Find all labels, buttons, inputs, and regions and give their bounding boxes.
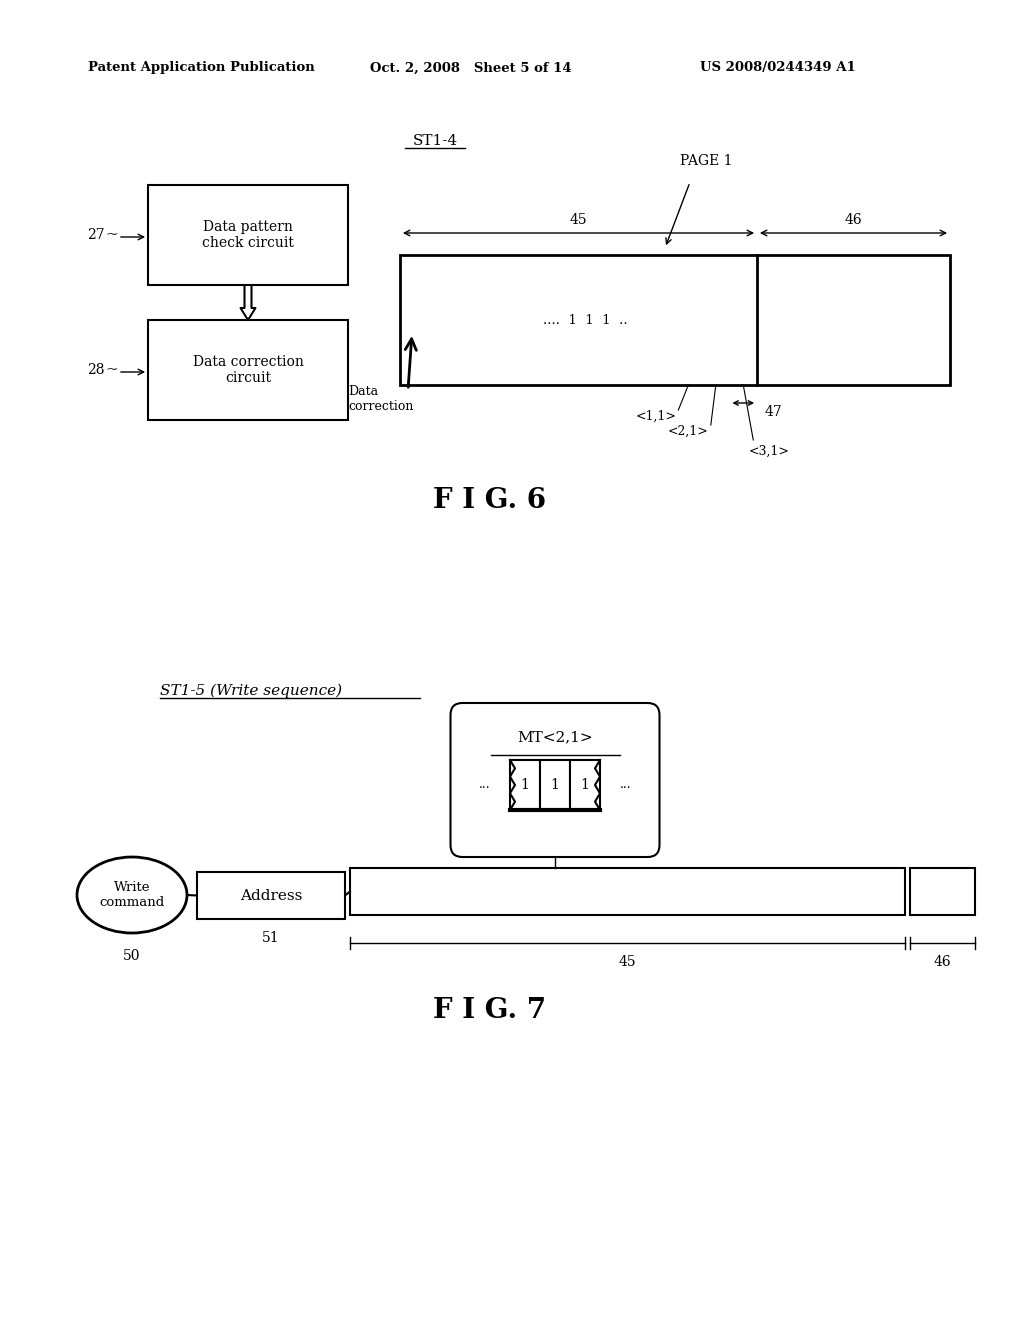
- Text: ~: ~: [105, 363, 119, 378]
- Bar: [148, 185, 348, 285]
- Text: Data correction
circuit: Data correction circuit: [193, 355, 303, 385]
- Text: 27: 27: [87, 228, 105, 242]
- Text: 46: 46: [934, 954, 951, 969]
- Text: 45: 45: [569, 213, 588, 227]
- Text: 1: 1: [551, 777, 559, 792]
- Bar: [400, 255, 950, 385]
- Text: MT<2,1>: MT<2,1>: [517, 730, 593, 744]
- Text: ~: ~: [105, 228, 119, 242]
- Text: Oct. 2, 2008   Sheet 5 of 14: Oct. 2, 2008 Sheet 5 of 14: [370, 62, 571, 74]
- Text: Data pattern
check circuit: Data pattern check circuit: [202, 220, 294, 249]
- Bar: [197, 873, 345, 919]
- Polygon shape: [241, 285, 256, 319]
- Text: PAGE 1: PAGE 1: [680, 154, 732, 168]
- Bar: [540, 760, 570, 810]
- Text: ST1-4: ST1-4: [413, 135, 458, 148]
- Text: 46: 46: [845, 213, 862, 227]
- Text: 1: 1: [520, 777, 529, 792]
- Text: F I G. 6: F I G. 6: [433, 487, 547, 513]
- Text: 50: 50: [123, 949, 140, 964]
- Text: Address: Address: [240, 888, 302, 903]
- Text: 51: 51: [262, 931, 280, 945]
- FancyBboxPatch shape: [451, 704, 659, 857]
- Text: 1: 1: [581, 777, 590, 792]
- Text: ....  1  1  1  ..: .... 1 1 1 ..: [544, 314, 628, 326]
- Text: ST1-5 (Write sequence): ST1-5 (Write sequence): [160, 684, 342, 698]
- Ellipse shape: [77, 857, 187, 933]
- Text: Patent Application Publication: Patent Application Publication: [88, 62, 314, 74]
- Text: F I G. 7: F I G. 7: [433, 997, 547, 1023]
- Text: Write
command: Write command: [99, 880, 165, 909]
- Bar: [148, 319, 348, 420]
- Text: <3,1>: <3,1>: [749, 445, 790, 458]
- Text: 45: 45: [618, 954, 636, 969]
- Bar: [350, 869, 905, 915]
- Bar: [570, 760, 600, 810]
- Bar: [910, 869, 975, 915]
- Text: <1,1>: <1,1>: [636, 411, 676, 422]
- Text: ...: ...: [620, 779, 632, 792]
- Text: 47: 47: [765, 405, 782, 418]
- Text: 28: 28: [87, 363, 105, 378]
- Text: Data
correction: Data correction: [348, 385, 414, 413]
- Text: ...: ...: [478, 779, 490, 792]
- Bar: [510, 760, 540, 810]
- Text: <2,1>: <2,1>: [668, 425, 709, 438]
- Text: US 2008/0244349 A1: US 2008/0244349 A1: [700, 62, 856, 74]
